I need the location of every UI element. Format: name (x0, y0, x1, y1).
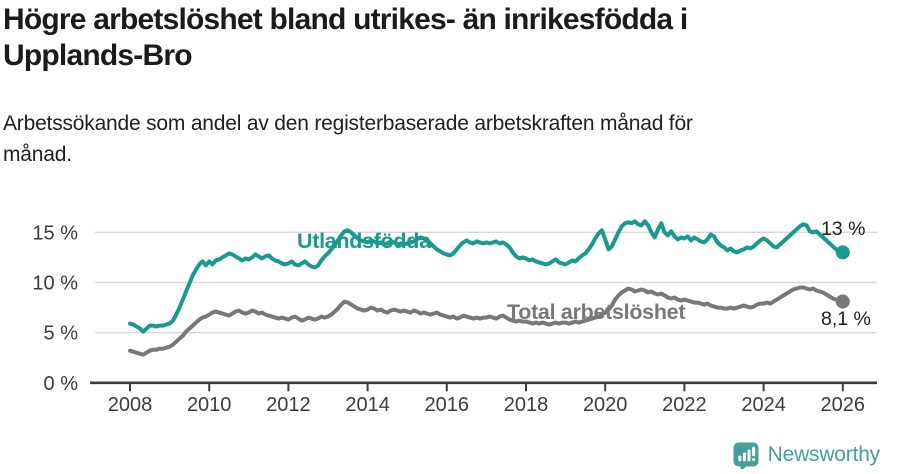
end-value-label-total: 8,1 % (821, 308, 871, 330)
x-tick-label-2026: 2026 (821, 394, 866, 416)
speech-bubble-bar-chart-icon (733, 442, 759, 469)
y-tick-label-10: 10 % (32, 273, 78, 295)
y-tick-label-15: 15 % (32, 222, 78, 244)
page-subtitle-line-2: månad. (3, 143, 72, 166)
y-tick-label-0: 0 % (44, 373, 79, 395)
x-tick-label-2018: 2018 (504, 394, 549, 416)
unemployment-line-chart: 0 % 5 % 10 % 15 % 2008 2010 2012 2014 2016 2018 20… (32, 218, 877, 416)
series-label-utlandsfodda: Utlandsfödda (297, 229, 432, 253)
x-tick-label-2012: 2012 (266, 394, 311, 416)
page-title-line-1: Högre arbetslöshet bland utrikes- än inr… (3, 3, 688, 36)
series-end-dot-utlandsfodda (835, 245, 850, 260)
page-subtitle-line-1: Arbetssökande som andel av den registerb… (3, 112, 693, 135)
x-tick-label-2016: 2016 (425, 394, 470, 416)
page-title-line-2: Upplands-Bro (3, 39, 193, 72)
y-tick-label-5: 5 % (44, 323, 79, 345)
newsworthy-logo-text: Newsworthy (767, 443, 881, 466)
end-value-label-utlandsfodda: 13 % (821, 218, 865, 240)
page-title: Högre arbetslöshet bland utrikes- än inr… (3, 2, 863, 74)
series-label-total: Total arbetslöshet (507, 300, 685, 324)
series-end-dot-total (835, 294, 850, 309)
series-line-utlandsfodda (128, 219, 845, 334)
x-tick-label-2022: 2022 (662, 394, 707, 416)
x-tick-label-2024: 2024 (741, 394, 786, 416)
newsworthy-logo: Newsworthy (732, 441, 880, 469)
x-tick-label-2020: 2020 (583, 394, 628, 416)
page-subtitle: Arbetssökande som andel av den registerb… (3, 108, 843, 170)
series-line-total (128, 285, 845, 357)
x-tick-label-2008: 2008 (108, 394, 153, 416)
x-tick-label-2014: 2014 (345, 394, 390, 416)
x-tick-label-2010: 2010 (187, 394, 232, 416)
